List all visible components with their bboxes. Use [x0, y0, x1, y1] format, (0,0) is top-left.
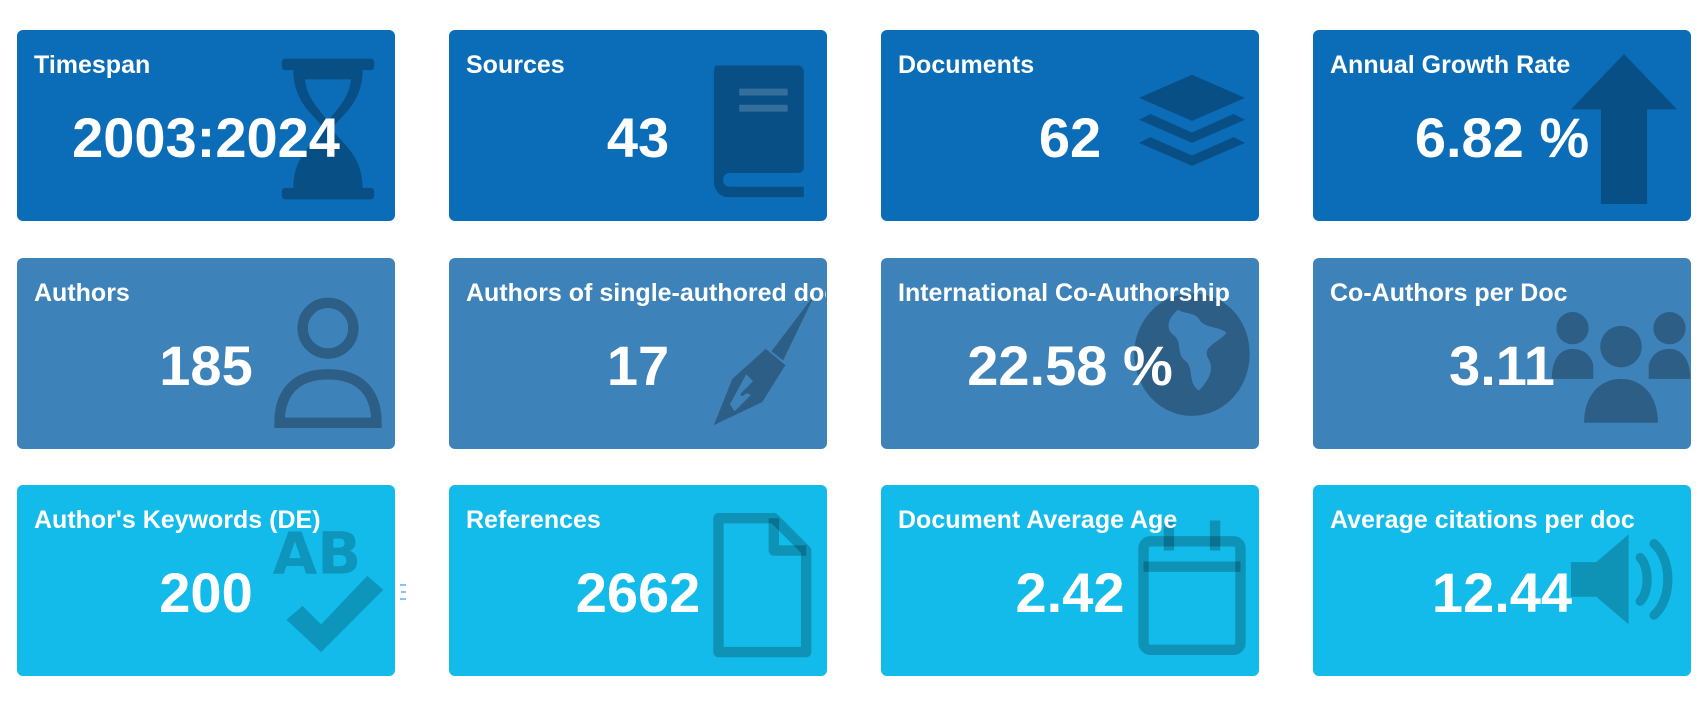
card-value: 200 [159, 561, 253, 624]
user-icon [269, 282, 387, 432]
pen-icon [701, 282, 819, 432]
card-value: 2003:2024 [72, 106, 340, 169]
layers-icon [1133, 54, 1251, 204]
card-title: Timespan [34, 51, 151, 79]
card-title: Authors of single-authored docs [466, 279, 826, 307]
card-value: 22.58 % [967, 334, 1173, 397]
card-title: International Co-Authorship [898, 279, 1230, 307]
card-value: 6.82 % [1414, 106, 1590, 169]
card-title: Author's Keywords (DE) [34, 506, 321, 534]
card-title: Authors [34, 279, 130, 307]
stat-card-authors: Authors 185 [17, 258, 395, 449]
card-value: 43 [606, 106, 670, 169]
stat-card-references: References 2662 [449, 485, 827, 676]
volume-icon [1565, 509, 1683, 659]
book-icon [701, 54, 819, 204]
card-value: 185 [159, 334, 253, 397]
stat-card-document-average-age: Document Average Age 2.42 [881, 485, 1259, 676]
stat-card-timespan: Timespan 2003:2024 [17, 30, 395, 221]
arrow-up-icon [1565, 54, 1683, 204]
card-value: 12.44 [1431, 561, 1573, 624]
card-title: Annual Growth Rate [1330, 51, 1571, 79]
card-title: Document Average Age [898, 506, 1178, 534]
stat-card-documents: Documents 62 [881, 30, 1259, 221]
card-value: 17 [606, 334, 670, 397]
calendar-icon [1133, 509, 1251, 659]
file-icon [701, 509, 819, 659]
card-value: 3.11 [1449, 334, 1555, 397]
card-title: Co-Authors per Doc [1330, 279, 1568, 307]
card-title: Documents [898, 51, 1035, 79]
users-icon [1551, 282, 1691, 432]
dashed-artifact [398, 582, 408, 604]
stat-card-sources: Sources 43 [449, 30, 827, 221]
globe-icon [1133, 282, 1251, 432]
card-title: References [466, 506, 601, 534]
card-value: 62 [1038, 106, 1102, 169]
hourglass-icon [269, 54, 387, 204]
stat-card-co-authors-per-doc: Co-Authors per Doc 3.11 [1313, 258, 1691, 449]
svg-text:AB: AB [273, 520, 362, 588]
spellcheck-icon: AB [269, 509, 387, 659]
stat-card-annual-growth-rate: Annual Growth Rate 6.82 % [1313, 30, 1691, 221]
card-value: 2662 [575, 561, 701, 624]
stat-card-average-citations: Average citations per doc 12.44 [1313, 485, 1691, 676]
card-value: 2.42 [1015, 561, 1125, 624]
card-title: Sources [466, 51, 565, 79]
card-title: Average citations per doc [1330, 506, 1635, 534]
stat-card-single-authored: Authors of single-authored docs 17 [449, 258, 827, 449]
stat-card-authors-keywords: AB Author's Keywords (DE) 200 [17, 485, 395, 676]
stat-card-international-co-authorship: International Co-Authorship 22.58 % [881, 258, 1259, 449]
